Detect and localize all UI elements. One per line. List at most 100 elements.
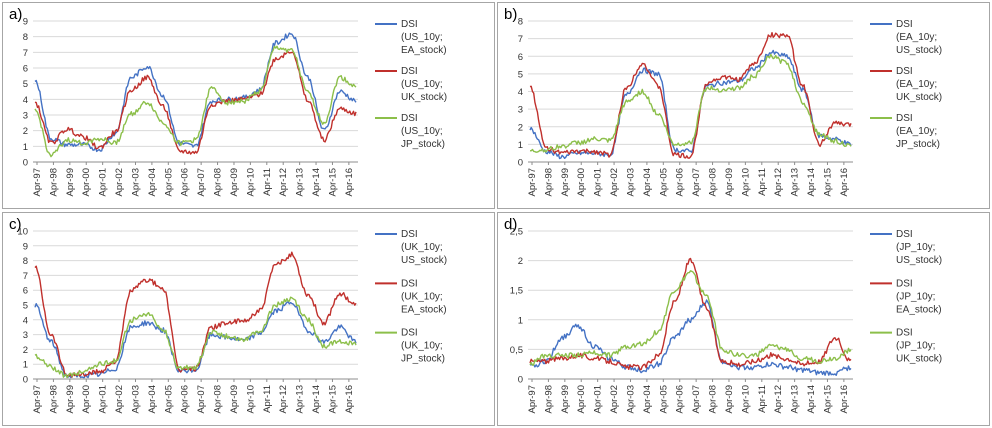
x-tick-label: Apr-15 — [327, 385, 338, 414]
legend-label: UK_stock) — [896, 354, 942, 365]
x-tick-label: Apr-99 — [65, 385, 76, 414]
x-tick-label: Apr-07 — [691, 168, 702, 197]
legend-label: DSI — [401, 66, 418, 77]
y-tick-label: 7 — [23, 48, 28, 59]
chart-a-svg: a) 0 1 2 3 4 5 6 7 8 9 Apr-97 Apr-98 Apr-99 Apr-00 Apr-… — [9, 6, 447, 197]
y-tick-label: 1 — [23, 360, 28, 371]
x-tick-label: Apr-11 — [262, 385, 273, 413]
x-tick-label: Apr-08 — [213, 168, 224, 197]
x-tick-label: Apr-08 — [708, 168, 719, 197]
y-tick-label: 2 — [23, 126, 28, 137]
legend-label: (JP_10y; — [896, 291, 935, 302]
x-tick-label: Apr-98 — [543, 168, 554, 197]
y-tick-label: 6 — [23, 286, 28, 297]
legend-label: US_stock) — [896, 255, 942, 266]
x-tick-label: Apr-03 — [130, 168, 141, 197]
x-tick-label: Apr-02 — [114, 168, 125, 197]
y-tick-label: 7 — [518, 34, 523, 45]
x-tick-label: Apr-08 — [213, 385, 224, 414]
legend-label: DSI — [401, 19, 418, 30]
chart-panel-a: a) 0 1 2 3 4 5 6 7 8 9 Apr-97 Apr-98 Apr-99 Apr-00 Apr-… — [2, 2, 495, 209]
x-tick-label: Apr-11 — [757, 168, 768, 196]
x-tick-label: Apr-13 — [790, 168, 801, 197]
x-tick-label: Apr-10 — [245, 168, 256, 197]
x-tick-label: Apr-00 — [576, 385, 587, 414]
y-tick-label: 10 — [17, 227, 28, 238]
x-tick-label: Apr-03 — [130, 385, 141, 414]
x-tick-label: Apr-16 — [839, 385, 850, 414]
x-tick-label: Apr-05 — [658, 385, 669, 414]
legend-label: JP_stock) — [401, 139, 445, 150]
x-tick-label: Apr-04 — [642, 385, 653, 414]
y-tick-label: 1 — [518, 140, 523, 151]
x-tick-label: Apr-14 — [806, 168, 817, 197]
x-tick-label: Apr-12 — [773, 385, 784, 414]
x-tick-label: Apr-06 — [675, 385, 686, 414]
series-line — [529, 53, 852, 153]
x-tick-label: Apr-09 — [229, 385, 240, 414]
x-tick-label: Apr-98 — [48, 385, 59, 414]
y-tick-label: 5 — [518, 69, 523, 80]
x-tick-label: Apr-11 — [262, 168, 273, 196]
legend-label: (UK_10y; — [401, 242, 443, 253]
legend-label: EA_stock) — [896, 304, 942, 315]
panel-tag: d) — [504, 216, 517, 233]
x-tick-label: Apr-15 — [822, 385, 833, 414]
series-line — [529, 49, 852, 160]
x-tick-label: Apr-11 — [757, 385, 768, 413]
x-tick-label: Apr-14 — [311, 168, 322, 197]
series-line — [529, 299, 852, 377]
legend-label: UK_stock) — [896, 92, 942, 103]
x-tick-label: Apr-05 — [658, 168, 669, 197]
y-tick-label: 3 — [518, 105, 523, 116]
y-tick-label: 5 — [23, 79, 28, 90]
legend-label: DSI — [401, 113, 418, 124]
legend-label: UK_stock) — [401, 92, 447, 103]
y-tick-label: 0 — [518, 375, 523, 386]
x-tick-label: Apr-16 — [344, 168, 355, 197]
legend-label: DSI — [896, 113, 913, 124]
y-tick-label: 2 — [518, 256, 523, 267]
x-tick-label: Apr-16 — [839, 168, 850, 197]
x-tick-label: Apr-02 — [609, 168, 620, 197]
x-tick-label: Apr-14 — [311, 385, 322, 414]
y-tick-label: 0 — [518, 158, 523, 169]
x-tick-label: Apr-97 — [32, 168, 43, 197]
legend-label: US_stock) — [896, 45, 942, 56]
x-tick-label: Apr-04 — [147, 168, 158, 197]
legend-label: (EA_10y; — [896, 126, 937, 137]
series-line — [529, 270, 852, 366]
x-tick-label: Apr-03 — [625, 168, 636, 197]
x-tick-label: Apr-97 — [527, 168, 538, 197]
chart-panel-b: b) 0 1 2 3 4 5 6 7 8 Apr-97 Apr-98 Apr-99 Apr-00 Apr-0… — [497, 2, 990, 209]
y-tick-label: 2 — [23, 345, 28, 356]
x-tick-label: Apr-06 — [675, 168, 686, 197]
series-line — [529, 32, 852, 159]
legend-label: (UK_10y; — [401, 291, 443, 302]
series-line — [34, 251, 357, 378]
legend-label: (EA_10y; — [896, 79, 937, 90]
x-tick-label: Apr-97 — [527, 385, 538, 414]
legend-label: (UK_10y; — [401, 341, 443, 352]
y-tick-label: 8 — [23, 32, 28, 43]
x-tick-label: Apr-01 — [593, 168, 604, 197]
x-tick-label: Apr-99 — [560, 385, 571, 414]
y-tick-label: 1 — [518, 315, 523, 326]
x-tick-label: Apr-09 — [724, 168, 735, 197]
y-tick-label: 9 — [23, 17, 28, 28]
y-tick-label: 0 — [23, 158, 28, 169]
x-tick-label: Apr-00 — [576, 168, 587, 197]
legend-label: DSI — [896, 66, 913, 77]
chart-d-svg: d) 0 0,5 1 1,5 2 2,5 Apr-97 Apr-98 Apr-99 Apr-00 Ap… — [504, 216, 942, 414]
x-tick-label: Apr-15 — [822, 168, 833, 197]
y-tick-label: 7 — [23, 271, 28, 282]
series-line — [34, 296, 357, 379]
x-tick-label: Apr-13 — [790, 385, 801, 414]
x-tick-label: Apr-00 — [81, 168, 92, 197]
legend-label: DSI — [896, 328, 913, 339]
x-tick-label: Apr-98 — [543, 385, 554, 414]
legend-label: JP_stock) — [896, 139, 940, 150]
y-tick-label: 1,5 — [510, 286, 523, 297]
series-line — [34, 51, 357, 155]
panel-tag: b) — [504, 6, 517, 23]
